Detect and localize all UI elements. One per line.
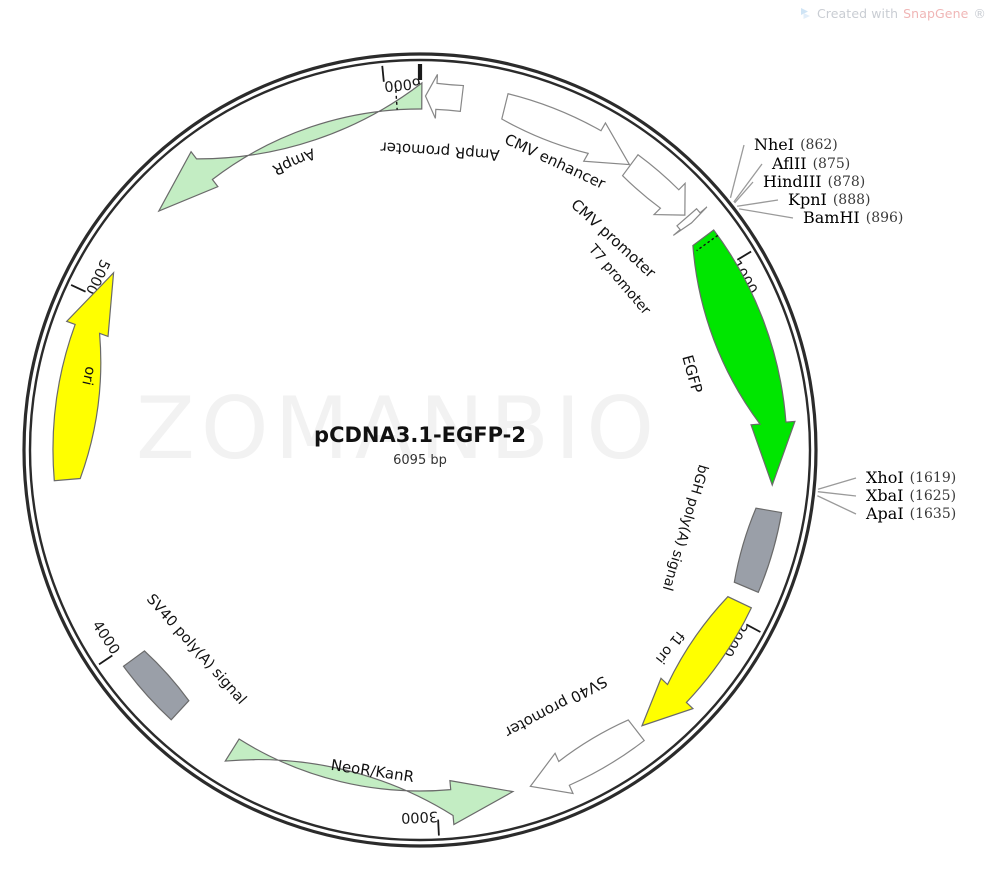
enzyme-name: XbaI <box>866 486 904 505</box>
feature-arc[interactable] <box>224 738 515 826</box>
enzyme-name: KpnI <box>788 190 827 209</box>
feature-arc[interactable] <box>122 650 190 721</box>
enzyme-leader-line <box>733 163 763 203</box>
ruler-tick-label: 6000 <box>383 74 421 94</box>
feature-arc[interactable] <box>424 74 465 119</box>
enzyme-group: NheI (862)AflII (875)HindIII (878)KpnI (888)… <box>729 135 903 227</box>
feature[interactable] <box>122 650 190 721</box>
enzyme-name: HindIII <box>763 172 822 191</box>
ruler-tick <box>745 623 761 633</box>
feature[interactable] <box>52 271 115 482</box>
feature[interactable] <box>529 719 646 795</box>
feature-dashed-boundary <box>696 234 719 252</box>
enzyme-leader-line <box>817 495 857 515</box>
feature-arc[interactable] <box>733 507 783 594</box>
enzyme-position: (1635) <box>910 506 957 522</box>
feature[interactable] <box>672 206 708 236</box>
feature-arc[interactable] <box>157 81 423 213</box>
feature[interactable] <box>424 74 465 119</box>
feature[interactable] <box>501 92 631 166</box>
snapgene-logo-icon <box>799 7 812 20</box>
backbone-inner-circle <box>28 58 812 842</box>
feature[interactable] <box>692 229 796 487</box>
feature-arc[interactable] <box>52 271 115 482</box>
ruler-tick <box>736 250 752 261</box>
enzyme-position: (862) <box>800 137 838 153</box>
ruler-tick <box>437 819 440 836</box>
enzyme-leader-line <box>737 199 779 207</box>
backbone-outer-circle <box>22 52 818 848</box>
credit-suffix: ® <box>973 6 986 21</box>
enzyme-name: ApaI <box>865 504 904 523</box>
enzyme-site[interactable]: XhoI (1619) <box>866 468 956 487</box>
feature-arc[interactable] <box>672 206 708 236</box>
enzyme-position: (1619) <box>910 470 957 486</box>
feature-label: AmpR promoter <box>379 138 500 164</box>
enzyme-position: (888) <box>833 192 871 208</box>
enzyme-site[interactable]: ApaI (1635) <box>865 504 956 523</box>
enzyme-site[interactable]: KpnI (888) <box>788 190 870 209</box>
watermark-text: ZOMANBIO <box>136 379 660 479</box>
plasmid-backbone <box>22 52 818 848</box>
snapgene-credit: Created with SnapGene ® <box>799 6 986 21</box>
restriction-site-labels: NheI (862)AflII (875)HindIII (878)KpnI (888)… <box>729 135 956 523</box>
feature-arc[interactable] <box>692 229 796 487</box>
enzyme-leader-line <box>734 181 754 204</box>
enzyme-position: (875) <box>813 156 851 172</box>
plasmid-title-group: pCDNA3.1-EGFP-2 6095 bp <box>314 423 526 468</box>
feature[interactable] <box>157 81 423 213</box>
enzyme-site[interactable]: NheI (862) <box>754 135 838 154</box>
enzyme-name: XhoI <box>866 468 904 487</box>
feature-arc[interactable] <box>621 153 686 216</box>
enzyme-leader-line <box>729 144 745 198</box>
enzyme-position: (878) <box>828 174 866 190</box>
ruler-tick <box>381 65 385 82</box>
feature-arcs <box>52 74 796 826</box>
feature-label: SV40 promoter <box>501 672 610 741</box>
watermark-layer: ZOMANBIO <box>136 379 660 479</box>
feature[interactable] <box>733 507 783 594</box>
feature-label: ori <box>78 365 98 387</box>
feature-label: bGH poly(A) signal <box>659 463 711 593</box>
ruler-tick <box>70 284 86 293</box>
plasmid-length: 6095 bp <box>393 453 447 468</box>
credit-brand: SnapGene <box>903 6 969 21</box>
enzyme-position: (896) <box>866 210 904 226</box>
enzyme-leader-line <box>817 477 857 490</box>
ruler-tick-label: 4000 <box>88 618 122 658</box>
credit-prefix: Created with <box>816 6 899 21</box>
plasmid-name: pCDNA3.1-EGFP-2 <box>314 423 526 447</box>
feature-dashed-boundary <box>394 83 398 110</box>
feature[interactable] <box>640 595 753 727</box>
feature-label: EGFP <box>678 353 706 395</box>
enzyme-site[interactable]: AflII (875) <box>771 154 850 173</box>
enzyme-group: XhoI (1619) XbaI (1625) ApaI (1635) <box>817 468 956 523</box>
enzyme-site[interactable]: XbaI (1625) <box>866 486 956 505</box>
enzyme-name: AflII <box>771 154 807 173</box>
enzyme-leader-line <box>739 208 794 219</box>
ruler-tick-label: 3000 <box>401 808 439 826</box>
enzyme-site[interactable]: BamHI (896) <box>803 208 903 227</box>
enzyme-name: BamHI <box>803 208 860 227</box>
ruler-tick <box>98 654 113 666</box>
enzyme-leader-line <box>817 491 857 497</box>
enzyme-name: NheI <box>754 135 794 154</box>
feature-arc[interactable] <box>529 719 646 795</box>
feature-arc[interactable] <box>640 595 753 727</box>
enzyme-site[interactable]: HindIII (878) <box>763 172 865 191</box>
feature[interactable] <box>224 738 515 826</box>
feature[interactable] <box>621 153 686 216</box>
feature-arc[interactable] <box>501 92 631 166</box>
enzyme-position: (1625) <box>910 488 957 504</box>
